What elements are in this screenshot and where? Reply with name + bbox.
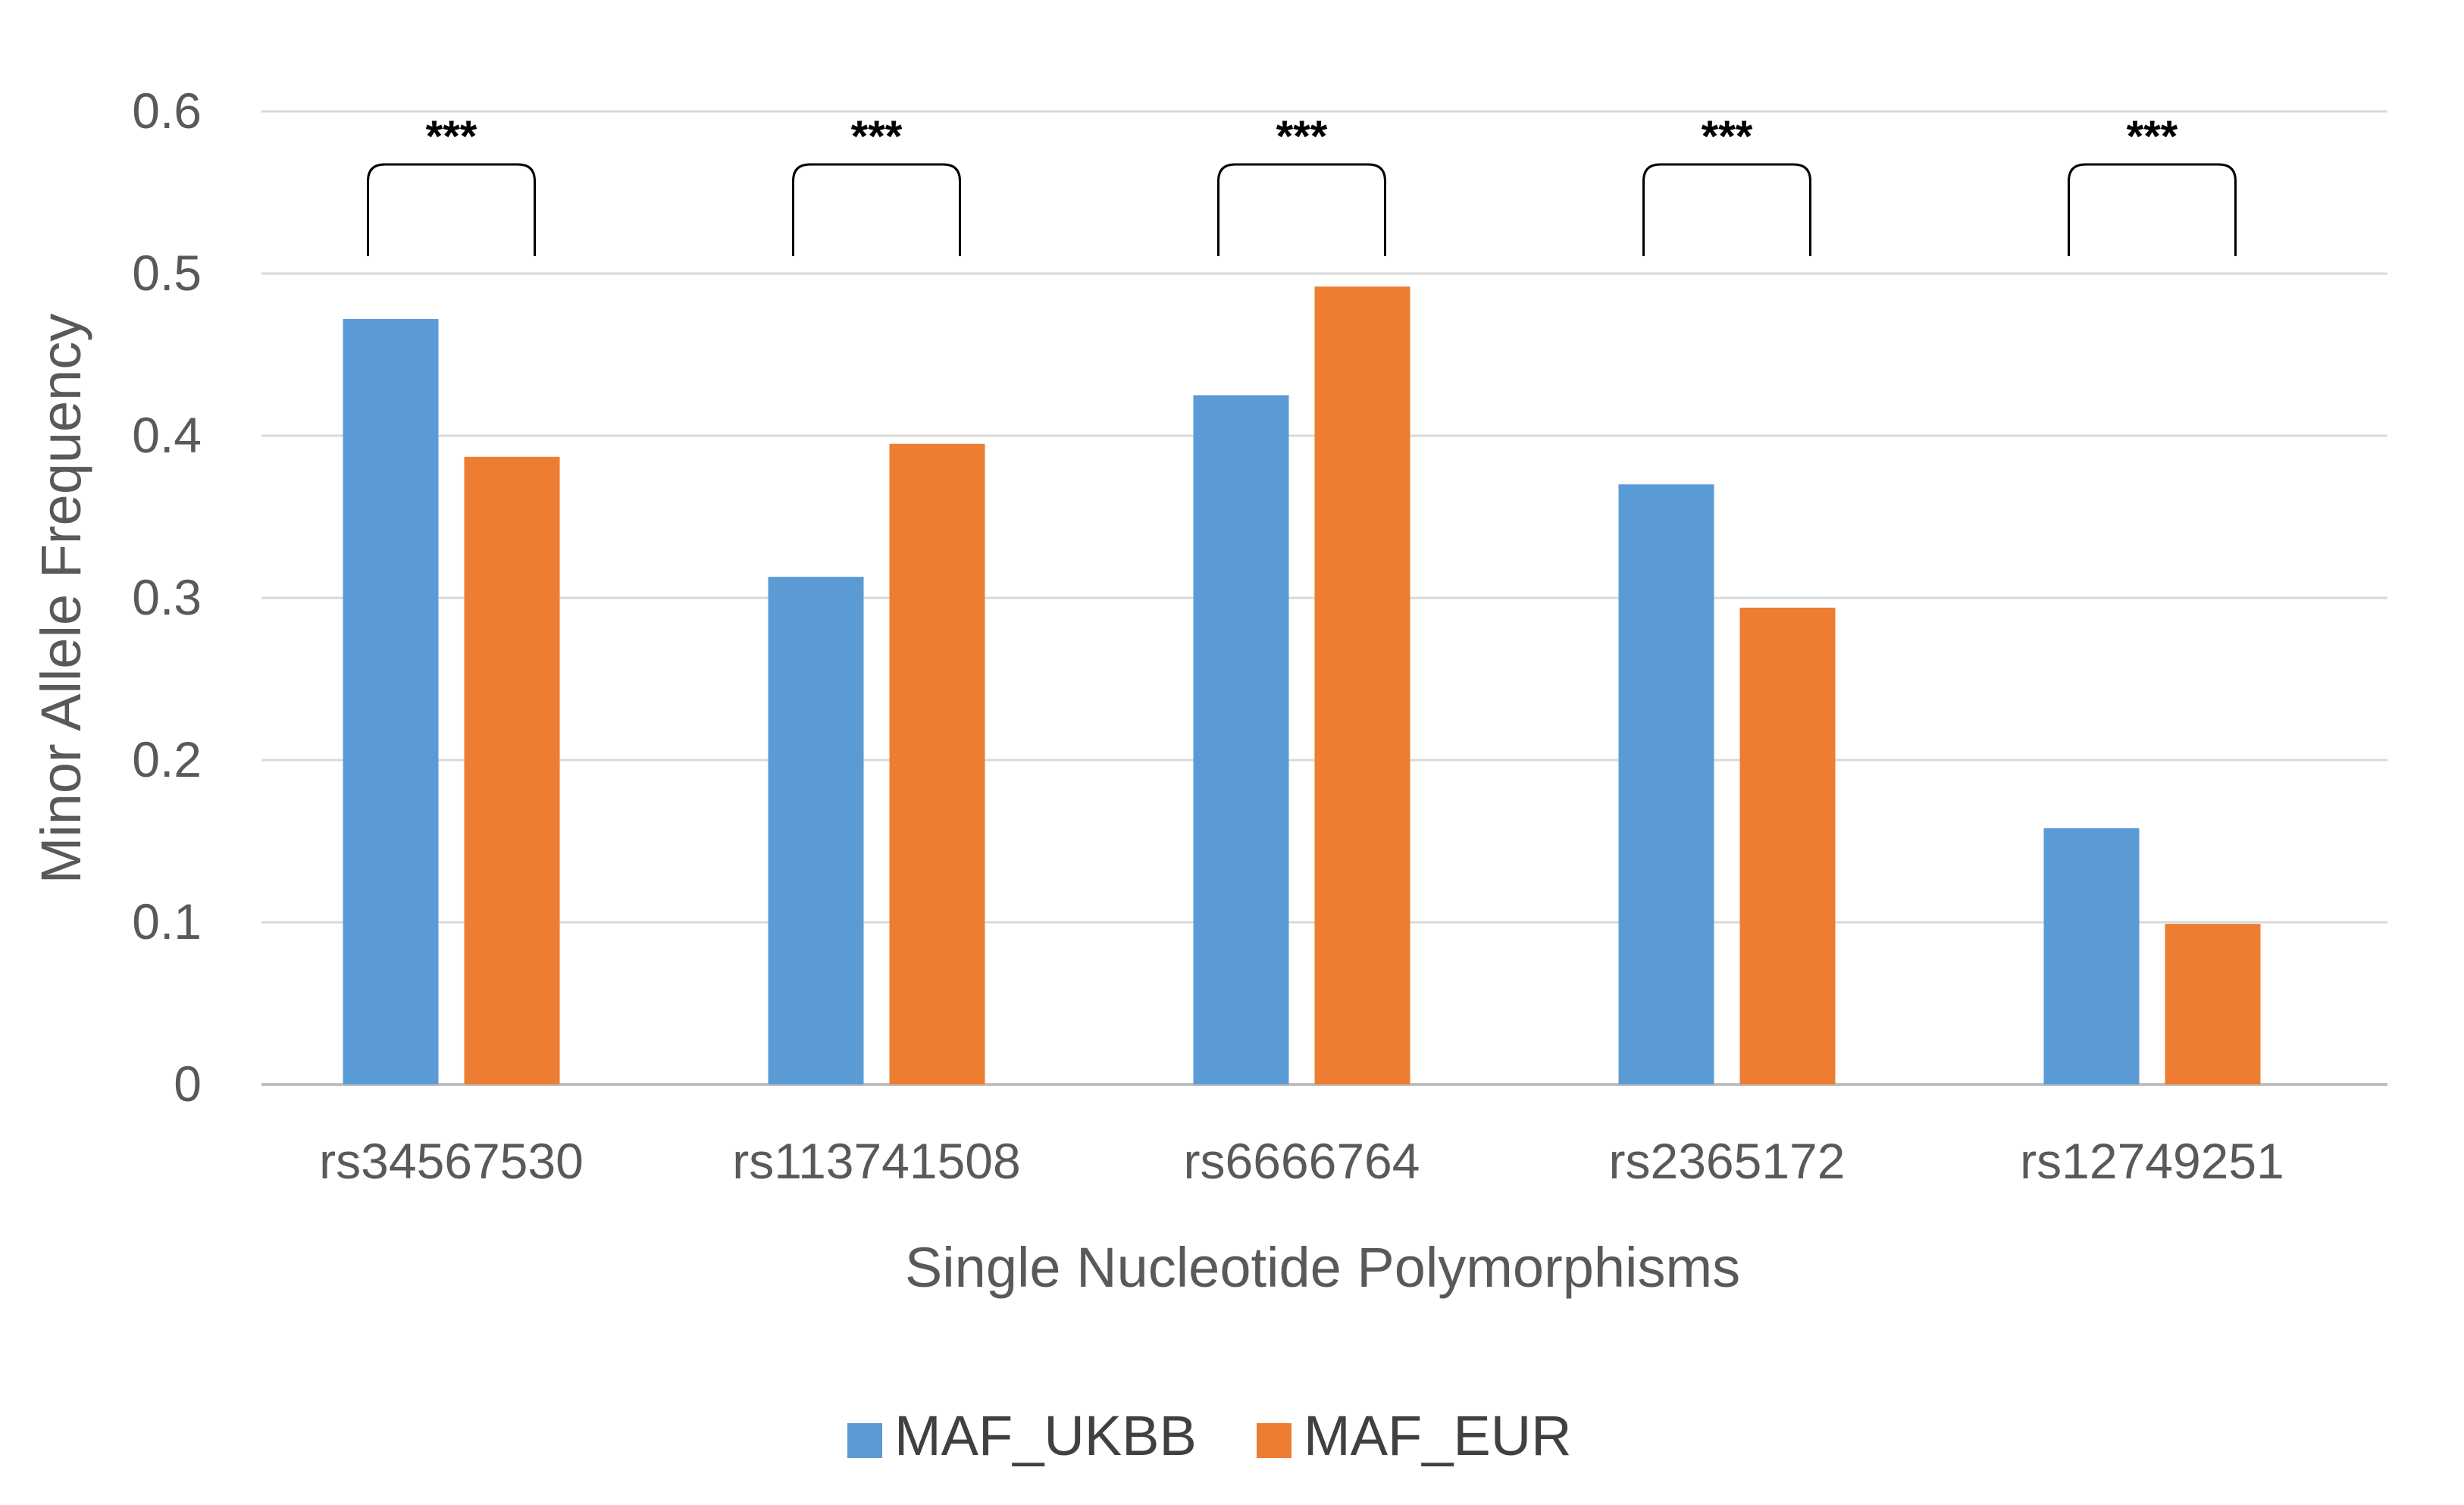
x-tick-label: rs6666764	[1184, 1133, 1420, 1189]
x-tick-label: rs34567530	[319, 1133, 584, 1189]
bar-maf-ukbb-rs113741508	[768, 577, 864, 1084]
bars	[343, 286, 2261, 1084]
bar-maf-eur-rs34567530	[464, 456, 560, 1084]
y-tick-label: 0.3	[132, 569, 202, 625]
y-tick-label: 0.5	[132, 245, 202, 301]
bar-maf-eur-rs6666764	[1314, 286, 1410, 1084]
significance-annotations: *** *** *** *** ***	[367, 112, 2237, 256]
significance-bracket	[367, 163, 536, 256]
x-axis-ticks: rs34567530 rs113741508 rs6666764 rs2365172 r…	[319, 1133, 2284, 1189]
significance-label: ***	[426, 112, 477, 161]
significance-label: ***	[1276, 112, 1328, 161]
legend-swatch-maf-ukbb	[847, 1423, 882, 1458]
y-tick-label: 0.4	[132, 407, 202, 463]
y-axis-title: Minor Allele Frequency	[30, 314, 92, 884]
legend-label: MAF_UKBB	[894, 1404, 1197, 1467]
significance-bracket	[1642, 163, 1811, 256]
bar-maf-eur-rs12749251	[2165, 924, 2261, 1084]
y-tick-label: 0.2	[132, 731, 202, 787]
legend: MAF_UKBB MAF_EUR	[847, 1404, 1572, 1467]
significance-label: ***	[1702, 112, 1753, 161]
legend-swatch-maf-eur	[1257, 1423, 1291, 1458]
x-tick-label: rs12749251	[2020, 1133, 2284, 1189]
x-axis-title: Single Nucleotide Polymorphisms	[905, 1236, 1740, 1299]
bar-maf-eur-rs113741508	[889, 443, 985, 1084]
x-tick-label: rs2365172	[1609, 1133, 1846, 1189]
y-tick-label: 0.1	[132, 893, 202, 950]
y-axis-ticks: 0 0.1 0.2 0.3 0.4 0.5 0.6	[132, 83, 202, 1112]
significance-bracket	[792, 163, 961, 256]
bar-maf-ukbb-rs12749251	[2043, 828, 2140, 1084]
significance-label: ***	[2127, 112, 2178, 161]
significance-bracket	[2068, 163, 2237, 256]
bar-maf-eur-rs2365172	[1739, 607, 1836, 1084]
y-tick-label: 0	[174, 1056, 202, 1112]
y-tick-label: 0.6	[132, 83, 202, 139]
significance-label: ***	[851, 112, 903, 161]
x-tick-label: rs113741508	[732, 1133, 1020, 1189]
bar-maf-ukbb-rs34567530	[343, 318, 439, 1084]
legend-label: MAF_EUR	[1304, 1404, 1572, 1467]
bar-maf-ukbb-rs2365172	[1618, 484, 1714, 1084]
significance-bracket	[1217, 163, 1386, 256]
bar-maf-ukbb-rs6666764	[1193, 395, 1289, 1084]
